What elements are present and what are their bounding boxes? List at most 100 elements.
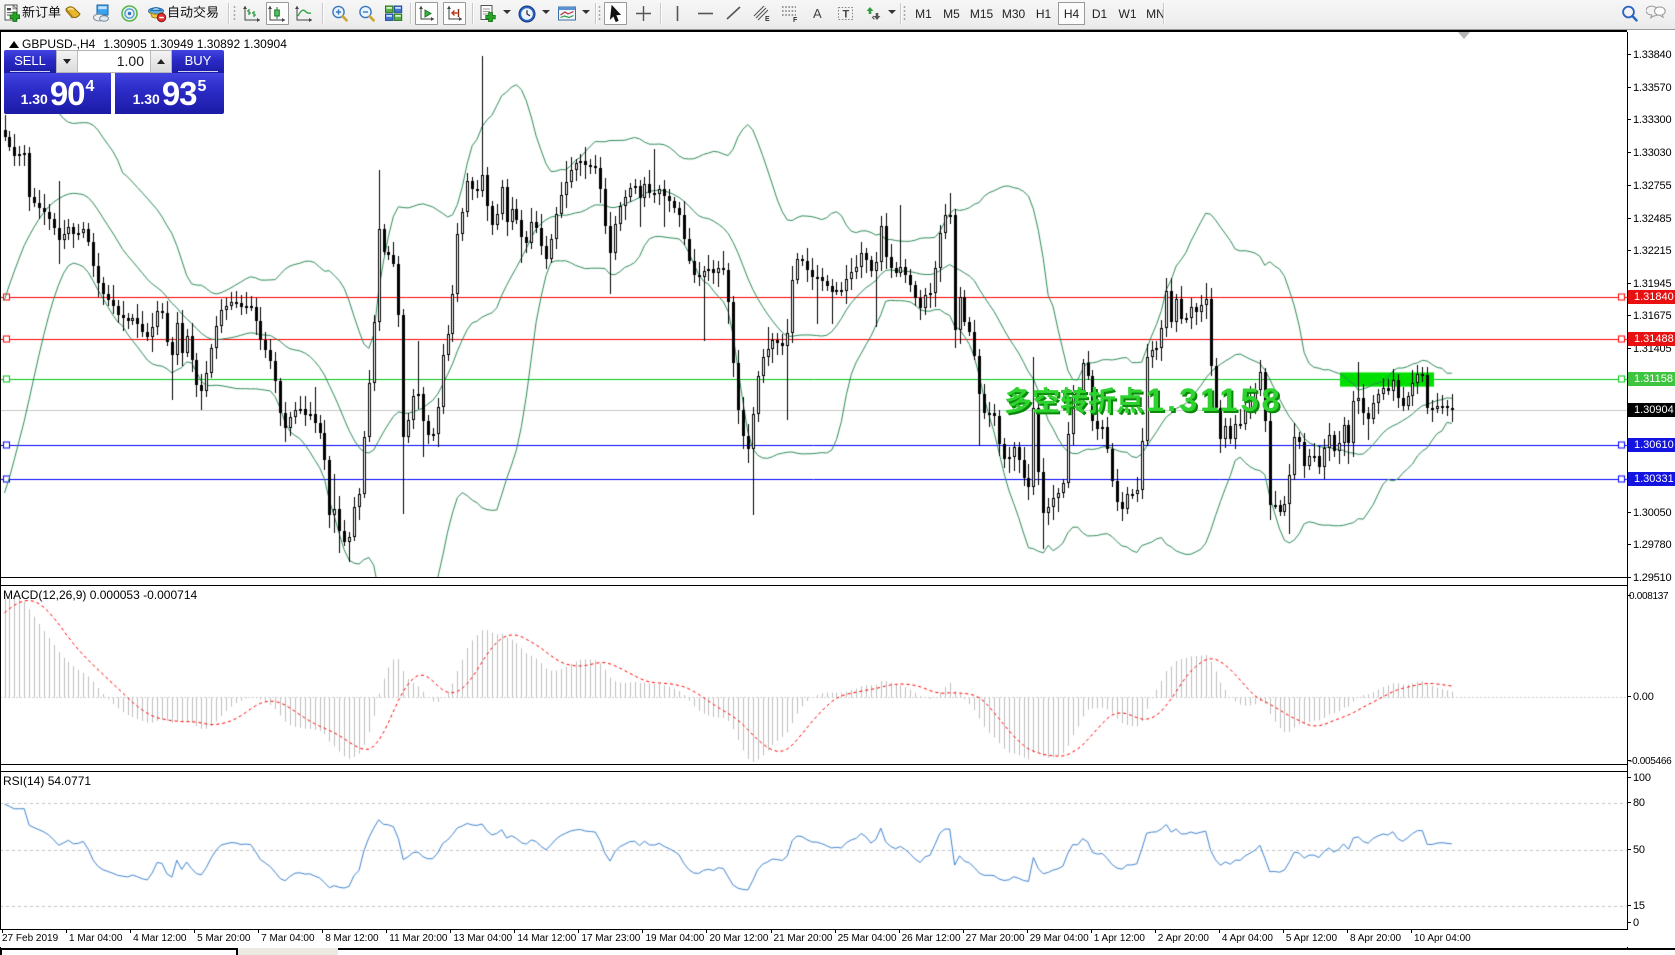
candlestick-chart-button[interactable] — [266, 2, 289, 25]
time-tick — [578, 929, 580, 933]
arrows-icon — [866, 7, 881, 20]
timeframe-m1[interactable]: M1 — [915, 7, 932, 21]
chart-annotation-text[interactable]: 1.31158 1.31158 — [1004, 381, 1296, 425]
toolbar-grip[interactable] — [903, 5, 906, 22]
macd-indicator-canvas[interactable] — [0, 586, 1627, 764]
bar-chart-button[interactable] — [241, 2, 264, 25]
trendline-button[interactable] — [722, 2, 745, 25]
fibonacci-button[interactable]: F — [778, 2, 801, 25]
time-tick — [322, 929, 324, 933]
timeframe-d1[interactable]: D1 — [1091, 7, 1108, 21]
chart-shift-button[interactable] — [443, 2, 466, 25]
buy-price-display[interactable]: 1.30 93 5 — [115, 73, 224, 114]
vertical-line-button[interactable] — [666, 2, 689, 25]
arrows-button[interactable] — [862, 2, 885, 25]
periods-button[interactable] — [515, 2, 538, 25]
line-chart-button[interactable] — [293, 2, 316, 25]
svg-text:1.31158: 1.31158 — [1146, 385, 1283, 418]
svg-text:1.31158: 1.31158 — [1148, 385, 1285, 420]
zoom-in-button[interactable] — [328, 2, 351, 25]
price-axis[interactable]: 1.33840 1.33570 1.33300 1.33030 1.32755 1.324… — [1627, 30, 1675, 955]
chat-button[interactable] — [1645, 2, 1668, 25]
bar-chart-icon — [243, 6, 260, 22]
timeframe-m5[interactable]: M5 — [943, 7, 960, 21]
search-button[interactable] — [1618, 2, 1641, 25]
one-click-collapse-arrow[interactable] — [9, 40, 19, 48]
new-chart-icon — [480, 5, 496, 23]
market-watch-button[interactable] — [62, 2, 85, 25]
volume-increase-button[interactable] — [150, 51, 171, 72]
zoom-out-button[interactable] — [355, 2, 378, 25]
time-tick — [386, 929, 388, 933]
toolbar-separator — [410, 3, 411, 24]
sell-button[interactable]: SELL — [4, 50, 56, 73]
new-chart-button[interactable] — [477, 2, 500, 25]
price-tick: 1.33030 — [1627, 147, 1672, 159]
svg-text:F: F — [793, 17, 798, 23]
tile-windows-button[interactable] — [382, 2, 405, 25]
templates-button[interactable] — [555, 2, 578, 25]
time-tick — [258, 929, 260, 933]
time-tick — [514, 929, 516, 933]
autotrading-icon — [147, 7, 166, 23]
timeframe-m30[interactable]: M30 — [1001, 7, 1026, 21]
new-order-icon — [4, 4, 20, 22]
time-tick — [1410, 929, 1412, 933]
time-tick — [2, 929, 3, 933]
crosshair-button[interactable] — [632, 2, 655, 25]
autotrading-button[interactable] — [145, 2, 168, 25]
timeframe-h1[interactable]: H1 — [1035, 7, 1052, 21]
timeframe-w1[interactable]: W1 — [1118, 7, 1137, 21]
timeframe-h4[interactable]: H4 — [1058, 2, 1085, 25]
price-level-badge: 1.31158 — [1628, 371, 1675, 386]
candlestick-chart-canvas[interactable] — [0, 32, 1627, 578]
toolbar-grip[interactable] — [233, 5, 236, 22]
data-window-button[interactable] — [90, 2, 113, 25]
time-tick — [130, 929, 132, 933]
new-order-button[interactable] — [2, 2, 25, 25]
time-label: 13 Mar 04:00 — [453, 933, 513, 944]
macd-bottom-border — [0, 764, 1675, 765]
volume-decrease-button[interactable] — [57, 51, 78, 72]
timeframe-m15[interactable]: M15 — [969, 7, 994, 21]
one-click-trading-panel: SELL 1.00 BUY 1.30 90 4 1.30 93 5 — [4, 50, 224, 114]
price-tick: 1.29780 — [1627, 539, 1672, 551]
auto-scroll-button[interactable] — [415, 2, 438, 25]
chart-shift-marker[interactable] — [1458, 32, 1470, 39]
navigator-button[interactable] — [118, 2, 141, 25]
rsi-indicator-canvas[interactable] — [0, 772, 1627, 929]
time-label: 10 Apr 04:00 — [1413, 933, 1471, 944]
timeframe-mn[interactable]: MN — [1146, 7, 1165, 21]
text-label-button[interactable]: T — [834, 2, 857, 25]
axis-border — [1627, 32, 1628, 948]
templates-dropdown[interactable] — [582, 10, 590, 14]
main-toolbar: E F A T M1 M5 M15 M30 H1 H4 D1 W1 MN — [0, 0, 1675, 32]
time-axis[interactable]: 27 Feb 2019 1 Mar 04:00 4 Mar 12:00 5 Mar 2… — [0, 929, 1675, 947]
time-label: 8 Apr 20:00 — [1349, 933, 1402, 944]
new-order-label[interactable] — [22, 5, 61, 22]
periods-dropdown[interactable] — [542, 10, 550, 14]
text-button[interactable]: A — [806, 2, 829, 25]
macd-axis-label: 0.00 — [1627, 691, 1654, 703]
bottom-window-gap — [238, 948, 338, 955]
time-tick — [1154, 929, 1156, 933]
buy-button[interactable]: BUY — [172, 50, 224, 73]
new-chart-dropdown[interactable] — [503, 10, 511, 14]
sell-price-sup: 4 — [85, 77, 95, 95]
time-tick — [834, 929, 836, 933]
toolbar-separator — [322, 3, 323, 24]
chart-symbol-period: GBPUSD-,H4 — [22, 37, 96, 51]
zoom-out-icon — [358, 5, 375, 22]
time-label: 4 Mar 12:00 — [133, 933, 187, 944]
cursor-button[interactable] — [604, 2, 627, 25]
channel-button[interactable]: E — [750, 2, 773, 25]
price-tick: 1.32215 — [1627, 245, 1672, 257]
current-price-badge: 1.30904 — [1628, 402, 1675, 417]
sell-price-big: 90 — [49, 74, 86, 112]
sell-price-display[interactable]: 1.30 90 4 — [4, 73, 111, 114]
horizontal-line-button[interactable] — [694, 2, 717, 25]
volume-input[interactable]: 1.00 — [78, 51, 150, 72]
autotrading-label[interactable] — [167, 5, 219, 22]
toolbar-grip[interactable] — [598, 5, 601, 22]
arrows-dropdown[interactable] — [888, 10, 896, 14]
